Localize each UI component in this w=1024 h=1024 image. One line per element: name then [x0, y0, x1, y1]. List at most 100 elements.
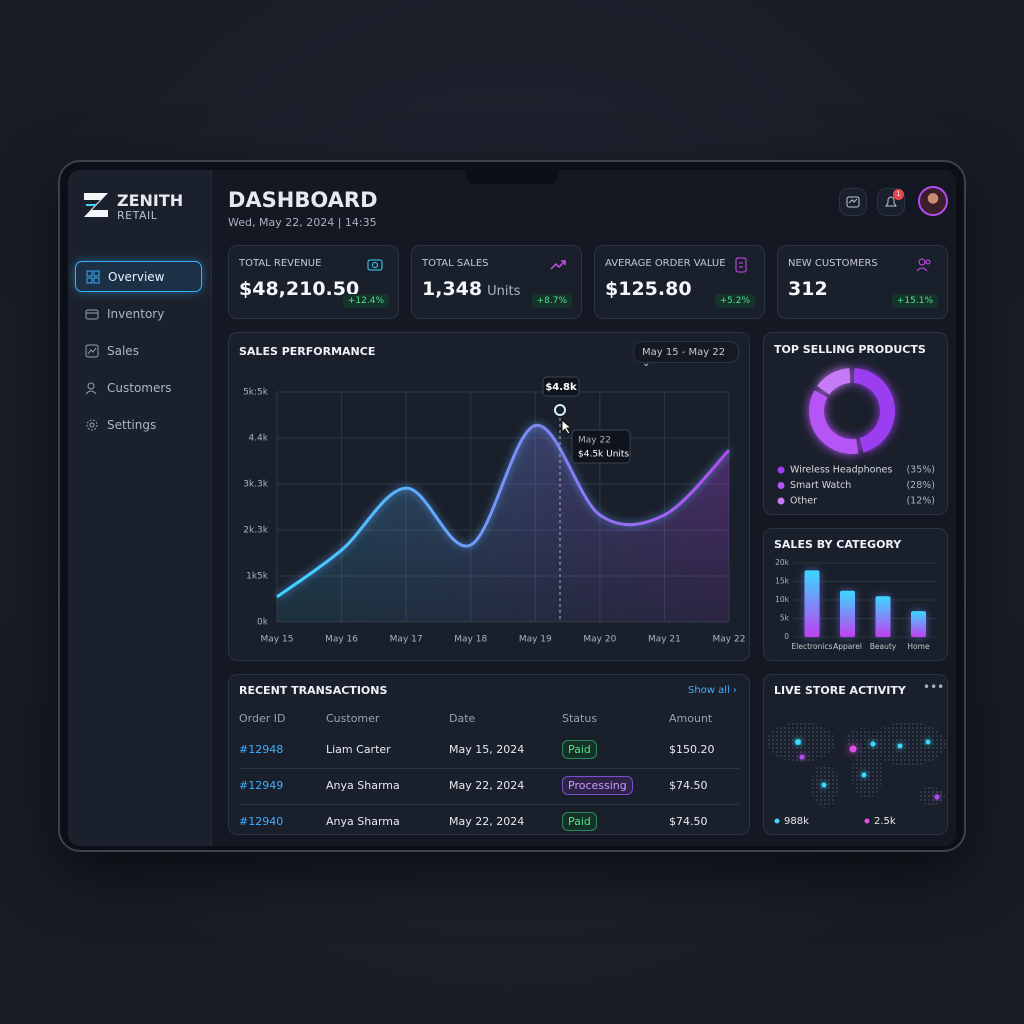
- nav-icon: [86, 270, 100, 283]
- status-badge: Paid: [562, 812, 597, 831]
- notification-badge: 1: [893, 189, 904, 200]
- column-header: Status: [562, 712, 598, 725]
- kpi-label: AVERAGE ORDER VALUE: [605, 258, 726, 269]
- table-cell: #12949: [239, 779, 284, 792]
- y-tick-label: 2k.3k: [243, 526, 269, 536]
- card-title: TOP SELLING PRODUCTS: [774, 343, 926, 356]
- card-title: SALES BY CATEGORY: [774, 538, 902, 551]
- nav-item[interactable]: Inventory: [75, 298, 202, 329]
- table-cell: $150.20: [669, 743, 715, 756]
- kpi-value: $48,210.50: [239, 278, 359, 300]
- legend-value: (12%): [906, 496, 935, 507]
- y-tick-label: 15k: [775, 577, 790, 586]
- kpi-icon: [915, 256, 933, 278]
- brand-name: ZENITH: [117, 191, 184, 210]
- x-tick-label: May 15: [261, 635, 294, 645]
- column-header: Amount: [669, 712, 713, 725]
- x-tick-label: May 16: [325, 635, 358, 645]
- table-cell: May 15, 2024: [449, 743, 525, 756]
- line-chart: 0k 1k5k 2k.3k 3k.3k 4.4k 5k:5k May 15 May 16 May…: [243, 376, 746, 645]
- x-tick-label: May 20: [583, 635, 616, 645]
- kpi-unit: Units: [487, 284, 521, 299]
- icon: [550, 260, 566, 270]
- donut-slice: [853, 368, 895, 453]
- datetime: Wed, May 22, 2024 | 14:35: [228, 216, 377, 229]
- card-title: LIVE STORE ACTIVITY: [774, 684, 906, 697]
- kpi-icon: [366, 256, 384, 278]
- show-all-link[interactable]: Show all ›: [688, 685, 738, 696]
- card-title: SALES PERFORMANCE: [239, 345, 376, 358]
- x-tick-label: May 22: [713, 635, 746, 645]
- legend-label: Other: [790, 496, 817, 507]
- legend-value: (35%): [906, 465, 935, 476]
- logo-mark: [84, 193, 108, 217]
- transactions-card: [228, 674, 750, 835]
- nav-item[interactable]: Sales: [75, 335, 202, 366]
- row-divider: [239, 804, 740, 805]
- nav-item[interactable]: Overview: [75, 261, 202, 292]
- icon: [846, 196, 860, 208]
- bar: [875, 596, 891, 637]
- x-tick-label: Beauty: [870, 642, 897, 651]
- tooltip-box: [542, 376, 580, 397]
- table-cell: Anya Sharma: [326, 779, 400, 792]
- nav-label: Overview: [108, 269, 165, 284]
- nav-icon: [85, 344, 99, 357]
- icon: [367, 259, 383, 271]
- icon-button[interactable]: [839, 188, 867, 216]
- link-text: Show all: [688, 685, 730, 696]
- legend-label: Smart Watch: [790, 480, 851, 491]
- avatar[interactable]: [918, 186, 948, 216]
- table-cell: Liam Carter: [326, 743, 391, 756]
- icon: [735, 257, 747, 273]
- hover-point: [554, 404, 566, 416]
- nav-item[interactable]: Customers: [75, 372, 202, 403]
- x-tick-label: May 17: [390, 635, 423, 645]
- more-button[interactable]: •••: [923, 680, 945, 694]
- kpi-label: TOTAL REVENUE: [239, 258, 322, 269]
- column-header: Customer: [326, 712, 380, 725]
- status-badge: Processing: [562, 776, 633, 795]
- y-tick-label: 0: [784, 632, 789, 641]
- column-header: Order ID: [239, 712, 286, 725]
- table-cell: $74.50: [669, 779, 708, 792]
- stat: 988k: [784, 816, 809, 827]
- camera-notch: [466, 166, 558, 184]
- x-tick-label: Electronics: [792, 642, 833, 651]
- tooltip-value: $4.5k Units: [578, 450, 629, 460]
- y-tick-label: 4.4k: [248, 434, 268, 444]
- x-tick-label: Home: [907, 642, 930, 651]
- table-cell: $74.50: [669, 815, 708, 828]
- legend-dot: [777, 466, 785, 474]
- row-divider: [239, 768, 740, 769]
- nav-icon: [85, 309, 99, 319]
- bar: [804, 570, 820, 637]
- legend-label: Wireless Headphones: [790, 465, 892, 476]
- nav-item[interactable]: Settings: [75, 409, 202, 440]
- date-range-select[interactable]: May 15 - May 22 ⌄: [633, 341, 739, 369]
- kpi-value: 312: [788, 278, 828, 300]
- sales-by-category-card: [763, 528, 948, 661]
- kpi-change: +12.4%: [342, 294, 389, 308]
- table-cell: #12948: [239, 743, 284, 756]
- bar: [840, 590, 855, 637]
- kpi-number: 312: [788, 278, 828, 300]
- y-tick-label: 1k5k: [246, 572, 269, 582]
- icon: [885, 196, 897, 207]
- y-tick-label: 20k: [775, 558, 790, 567]
- top-products-card: [763, 332, 948, 515]
- cursor: [561, 418, 573, 435]
- nav-icon: [86, 419, 98, 430]
- y-tick-label: 5k:5k: [243, 388, 269, 398]
- table-cell: #12940: [239, 815, 284, 828]
- stat: 2.5k: [874, 816, 896, 827]
- kpi-number: 1,348: [422, 278, 483, 300]
- x-tick-label: May 21: [648, 635, 681, 645]
- x-tick-label: May 18: [454, 635, 487, 645]
- page-title: DASHBOARD: [228, 188, 378, 212]
- notification-button[interactable]: [877, 188, 905, 216]
- donut-slice: [809, 390, 859, 454]
- kpi-number: $125.80: [605, 278, 692, 300]
- kpi-icon: [732, 256, 750, 278]
